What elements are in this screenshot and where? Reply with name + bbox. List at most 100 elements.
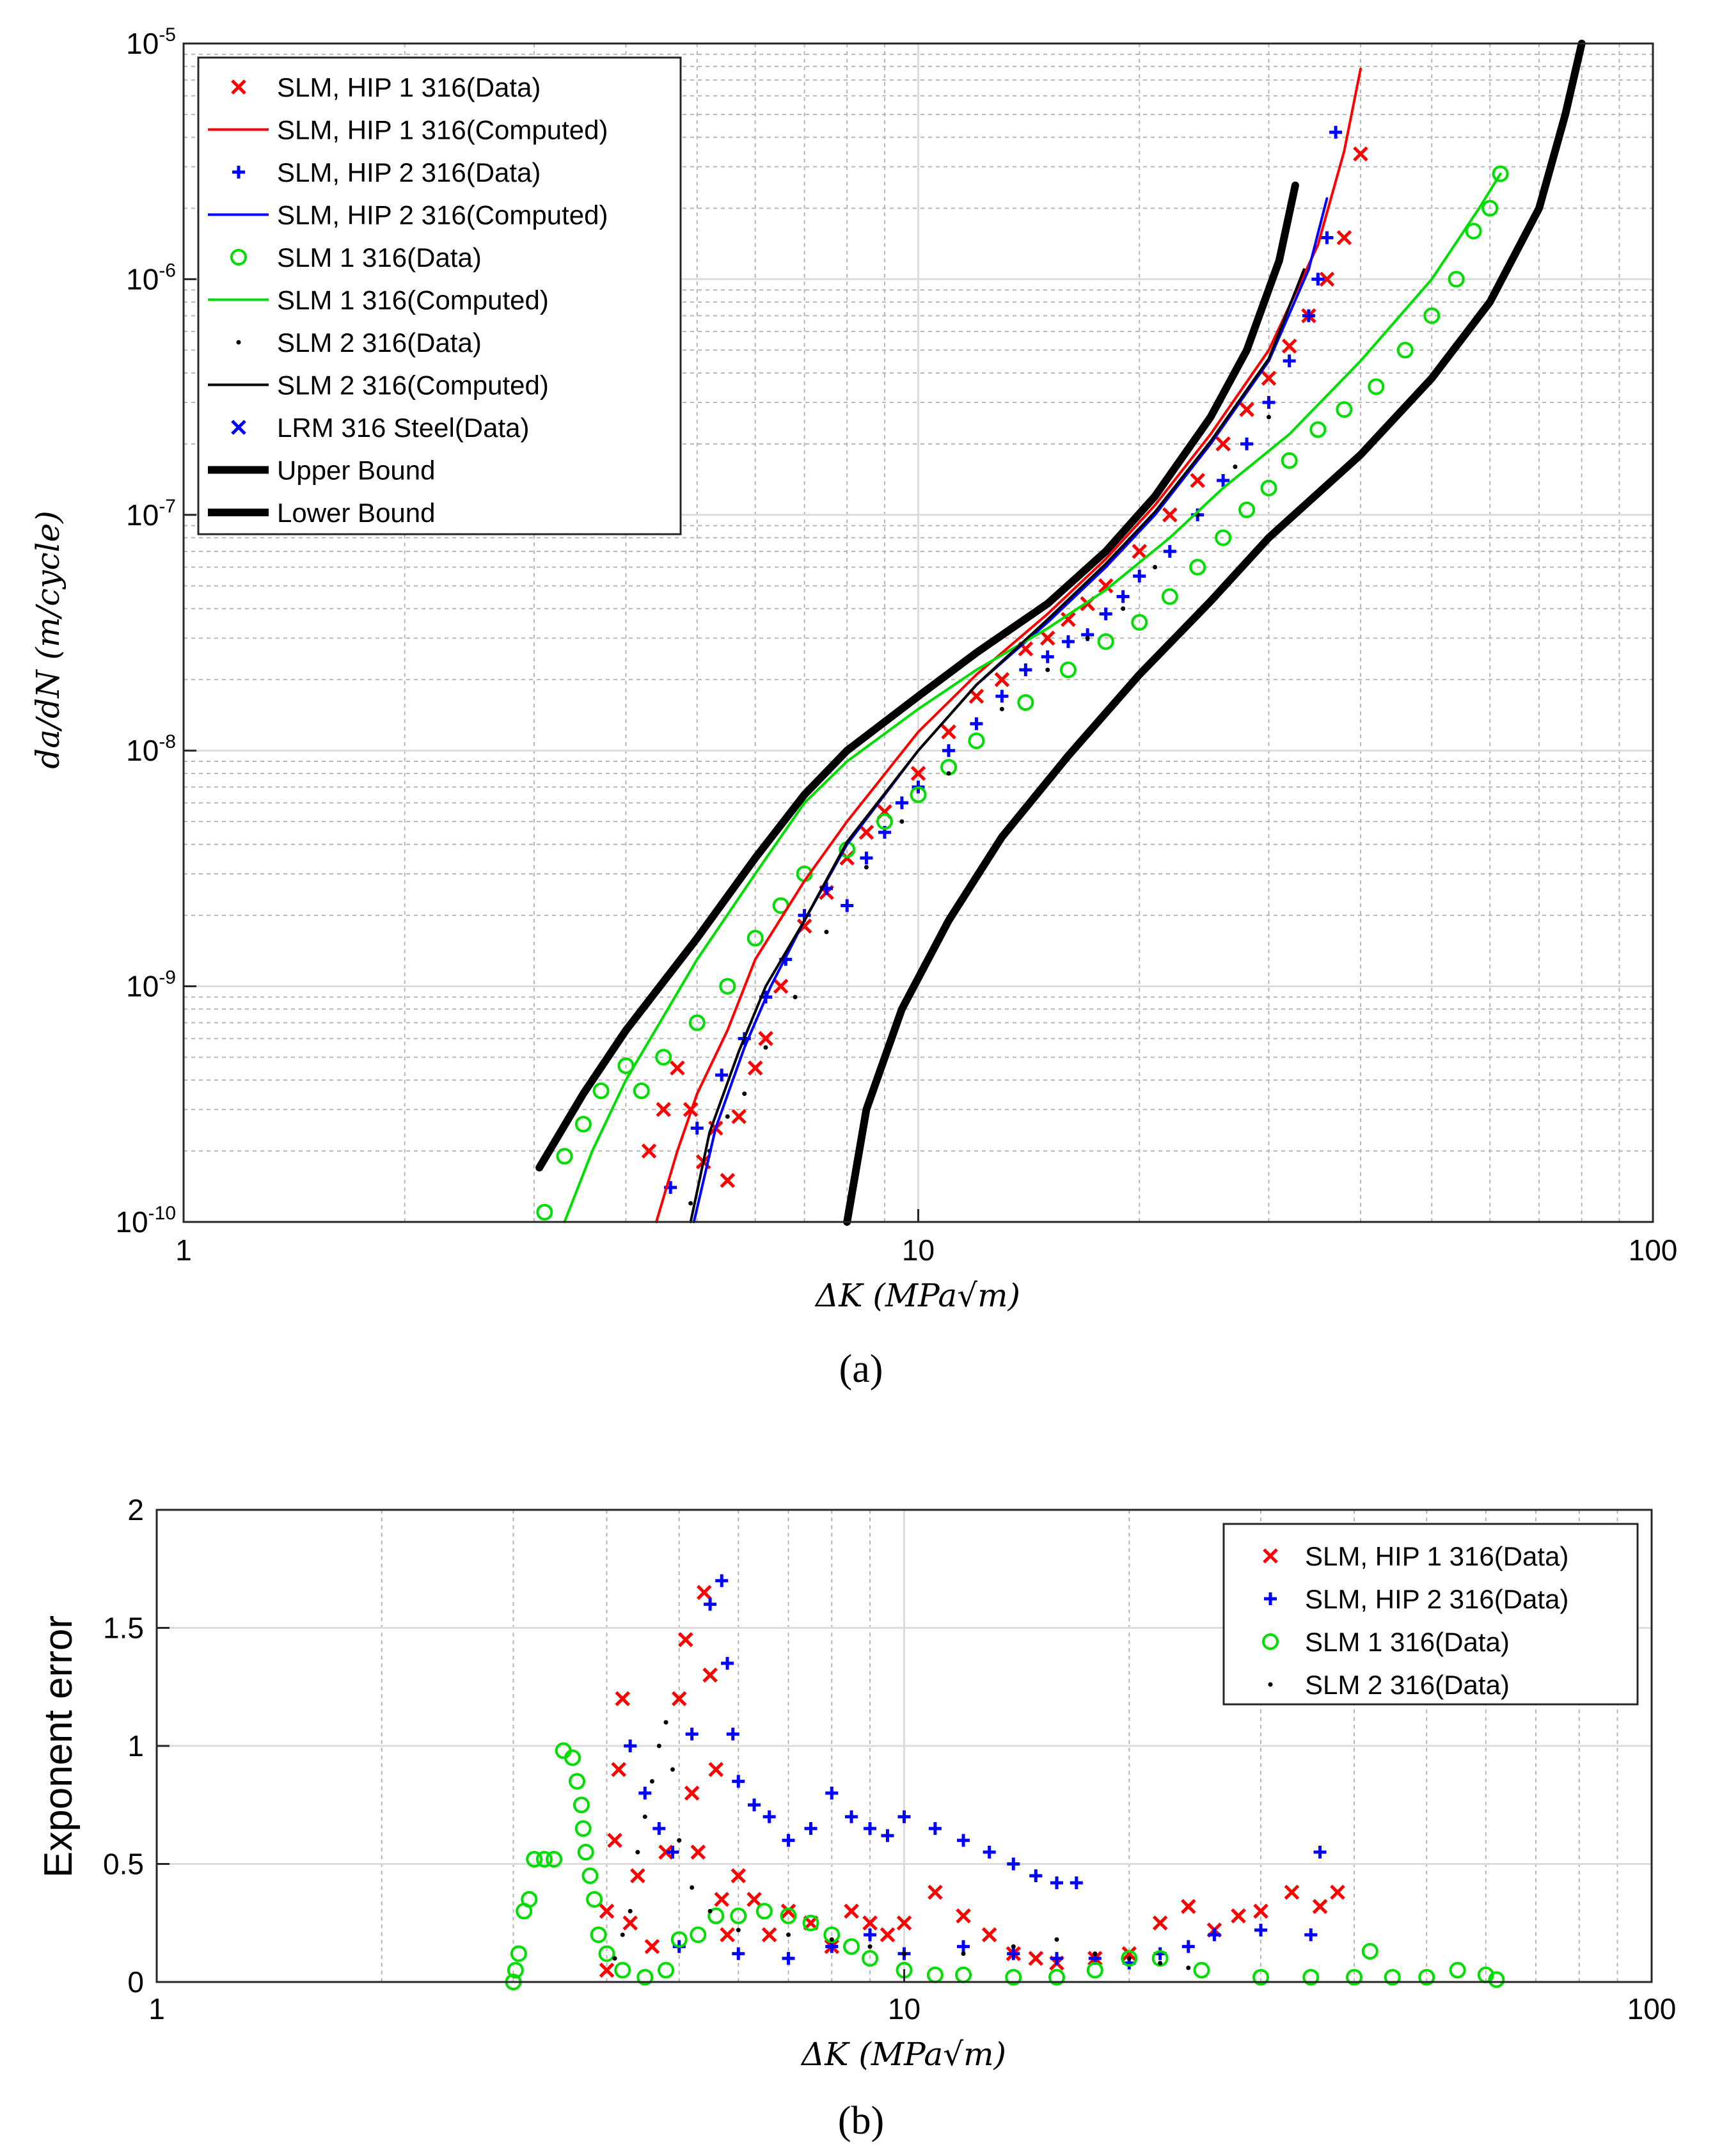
y-tick-label: 10-8 — [126, 731, 176, 767]
data-point — [536, 1203, 553, 1221]
data-point — [1368, 378, 1385, 395]
data-point — [1309, 421, 1327, 438]
data-point — [824, 930, 829, 935]
data-point — [630, 1868, 645, 1883]
data-point — [1448, 271, 1465, 288]
data-point — [1262, 396, 1276, 409]
data-point — [732, 1775, 745, 1788]
panel-a: 1 10 100 10-10 10-9 10-8 10-7 10-6 10-5 ΔK (MPa… — [29, 24, 1677, 1391]
data-point — [656, 1743, 661, 1748]
data-point — [1304, 1928, 1318, 1942]
curve-Upper Bound — [535, 181, 1299, 1172]
data-point — [1181, 1899, 1196, 1914]
data-point — [1330, 1885, 1345, 1900]
y-tick-label: 10-10 — [115, 1203, 176, 1239]
data-point — [1353, 146, 1368, 162]
data-point — [1054, 1937, 1059, 1942]
legend-box-a — [197, 56, 682, 535]
data-point — [1492, 165, 1509, 182]
data-point — [780, 1907, 797, 1924]
data-point — [761, 1927, 777, 1942]
data-point — [829, 1937, 834, 1942]
legend-item-a: Upper Bound — [208, 456, 436, 486]
data-point — [1260, 479, 1277, 496]
data-point — [1039, 630, 1055, 646]
data-point — [721, 1656, 734, 1670]
data-point — [688, 1201, 693, 1206]
data-point — [1158, 1960, 1163, 1965]
data-point — [1048, 1969, 1066, 1986]
data-point — [1152, 1915, 1168, 1931]
data-point — [1093, 1951, 1098, 1956]
data-point — [1336, 401, 1353, 418]
data-point — [1151, 1950, 1169, 1967]
data-point — [1070, 1876, 1083, 1890]
data-point — [1099, 607, 1112, 621]
data-point — [1361, 1943, 1378, 1960]
y-tick-label: 10-5 — [126, 24, 176, 60]
data-point — [715, 1068, 729, 1082]
data-point — [1098, 578, 1114, 594]
data-point — [655, 1049, 672, 1066]
legend-swatch — [1263, 1548, 1278, 1564]
data-point — [1281, 338, 1297, 354]
data-point — [1215, 529, 1232, 546]
legend-item-a: SLM 2 316(Computed) — [208, 370, 549, 400]
legend-label: SLM, HIP 1 316(Computed) — [277, 115, 608, 145]
legend-label: SLM, HIP 2 316(Computed) — [277, 200, 608, 230]
data-point — [1193, 1962, 1210, 1979]
data-point — [864, 865, 869, 870]
data-point — [1238, 501, 1256, 518]
data-point — [786, 1932, 791, 1937]
data-point — [633, 1082, 650, 1100]
data-point — [910, 766, 926, 781]
data-point — [685, 1727, 699, 1741]
data-point — [714, 1892, 730, 1907]
data-point — [867, 1944, 873, 1949]
data-point — [1161, 588, 1178, 605]
data-point — [1240, 437, 1254, 450]
data-point — [742, 1091, 747, 1097]
data-point — [690, 1926, 707, 1944]
data-point — [1045, 667, 1050, 672]
data-point — [823, 1926, 841, 1944]
data-point — [1132, 544, 1147, 559]
legend-swatch — [236, 340, 241, 345]
data-point — [957, 1834, 970, 1847]
data-point — [1050, 1876, 1064, 1890]
data-point — [994, 672, 1010, 688]
data-point — [690, 1885, 695, 1890]
data-point — [1007, 1947, 1020, 1960]
legend-item-b: SLM 1 316(Data) — [1262, 1627, 1510, 1657]
data-point — [1320, 231, 1334, 244]
data-point — [1488, 1971, 1505, 1988]
data-point — [1163, 544, 1176, 558]
x-axis-label-b: ΔK (MPa√m) — [800, 2036, 1006, 2073]
y-tick-label: 10-7 — [126, 496, 176, 532]
data-point — [782, 1952, 795, 1965]
series-SLM, HIP 2 316(Data) — [664, 125, 1343, 1194]
data-point — [546, 1851, 563, 1868]
data-point — [1019, 663, 1032, 677]
data-point — [556, 1148, 573, 1165]
data-point — [574, 1116, 592, 1133]
legend-swatch — [1268, 1682, 1273, 1687]
data-point — [574, 1820, 592, 1837]
data-point — [704, 1597, 717, 1611]
data-point — [1208, 1928, 1221, 1942]
legend-item-a: SLM, HIP 2 316(Data) — [232, 157, 541, 187]
legend-item-a: LRM 316 Steel(Data) — [231, 413, 530, 443]
data-point — [844, 1903, 859, 1919]
data-point — [1028, 1951, 1044, 1966]
data-point — [731, 1109, 746, 1125]
x-tick-label: 1 — [175, 1233, 192, 1267]
data-point — [802, 1914, 819, 1931]
data-point — [1231, 1908, 1246, 1924]
data-point — [896, 1915, 912, 1931]
y-tick-label: 10-6 — [126, 260, 176, 296]
data-point — [725, 1114, 730, 1119]
data-point — [1423, 307, 1441, 324]
legend-label: SLM, HIP 1 316(Data) — [1305, 1541, 1568, 1571]
data-point — [755, 1903, 773, 1920]
